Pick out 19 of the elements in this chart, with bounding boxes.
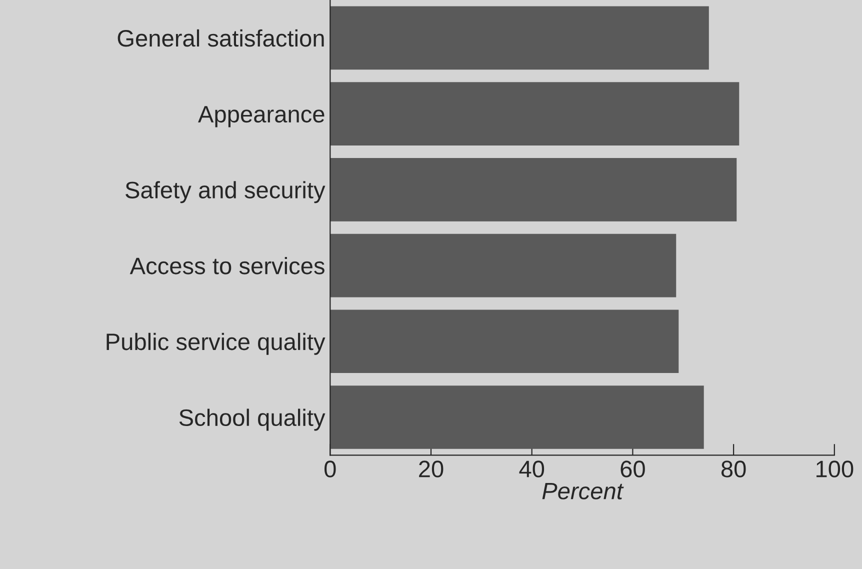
bar xyxy=(330,158,737,222)
bar xyxy=(330,234,676,298)
x-tick-label: 0 xyxy=(324,460,336,478)
y-tick-label: Safety and security xyxy=(126,181,326,204)
x-tick-label: 20 xyxy=(419,460,444,478)
x-tick-label: 100 xyxy=(816,460,854,478)
bar xyxy=(330,310,679,374)
x-tick-label: 40 xyxy=(519,460,544,478)
bar xyxy=(330,82,740,146)
y-tick-label: Access to services xyxy=(130,256,324,274)
y-tick-label: School quality xyxy=(179,408,326,431)
x-tick-label: 80 xyxy=(721,460,746,478)
y-tick-label: Appearance xyxy=(198,106,324,128)
x-axis-title: Percent xyxy=(542,482,624,500)
y-tick-label: Public service quality xyxy=(106,332,326,355)
bar xyxy=(330,386,704,449)
x-tick-label: 60 xyxy=(620,460,645,478)
y-tick-label: General satisfaction xyxy=(118,29,324,47)
bar xyxy=(330,6,709,70)
